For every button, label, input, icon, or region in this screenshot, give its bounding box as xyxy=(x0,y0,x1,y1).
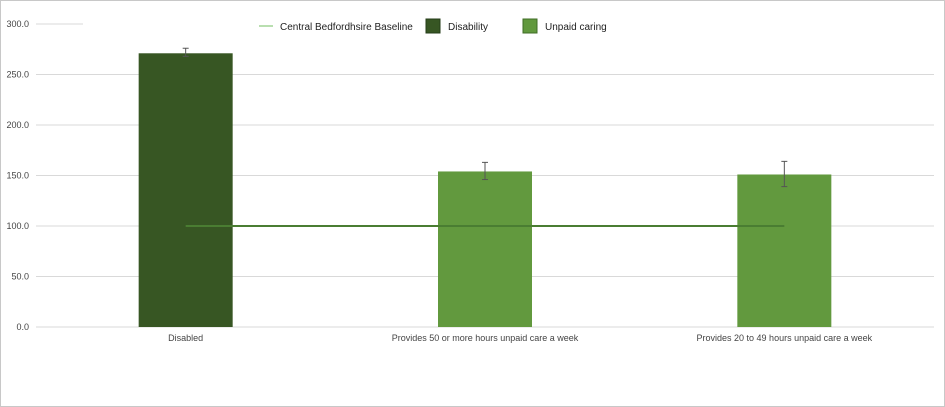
legend: Central Bedfordhsire Baseline Disability U… xyxy=(259,18,607,34)
y-tick-label: 100.0 xyxy=(6,221,29,231)
legend-label-disability: Disability xyxy=(448,22,488,33)
y-axis-ticks: 0.0 50.0 100.0 150.0 200.0 250.0 300.0 xyxy=(6,19,29,332)
bar xyxy=(737,174,832,327)
bars xyxy=(138,53,832,327)
x-tick-label: Provides 50 or more hours unpaid care a … xyxy=(392,333,579,343)
x-tick-label: Provides 20 to 49 hours unpaid care a we… xyxy=(697,333,873,343)
y-tick-label: 200.0 xyxy=(6,120,29,130)
y-tick-label: 0.0 xyxy=(16,322,29,332)
bar xyxy=(438,171,532,327)
y-tick-label: 50.0 xyxy=(11,272,29,282)
x-axis-labels: Disabled Provides 50 or more hours unpaid… xyxy=(168,333,872,343)
y-tick-label: 250.0 xyxy=(6,70,29,80)
y-tick-label: 300.0 xyxy=(6,19,29,29)
legend-label-baseline: Central Bedfordhsire Baseline xyxy=(280,22,413,33)
legend-swatch-unpaid-caring xyxy=(522,18,538,34)
y-tick-label: 150.0 xyxy=(6,171,29,181)
x-tick-label: Disabled xyxy=(168,333,203,343)
legend-label-unpaid-caring: Unpaid caring xyxy=(545,22,607,33)
bar xyxy=(138,53,233,327)
legend-swatch-disability xyxy=(425,18,441,34)
error-bars xyxy=(182,47,788,188)
